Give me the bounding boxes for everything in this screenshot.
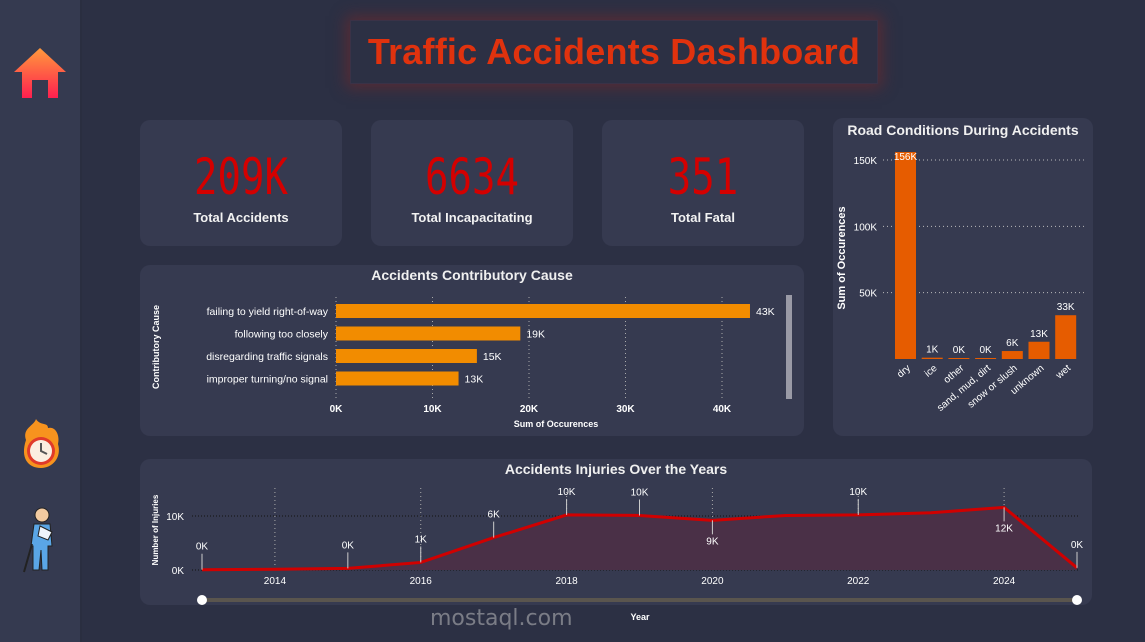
sidebar (0, 0, 82, 642)
bar (336, 371, 459, 386)
bar (921, 357, 943, 359)
y-tick-label: 150K (854, 156, 878, 167)
data-label: 15K (483, 351, 502, 363)
y-tick-label: 50K (859, 289, 877, 300)
data-label: 12K (995, 523, 1013, 534)
data-label: 9K (706, 536, 719, 547)
x-tick-label: 2020 (701, 576, 724, 587)
x-tick-label: 30K (616, 404, 635, 415)
category-label: failing to yield right-of-way (207, 306, 329, 318)
x-tick-label: 40K (713, 404, 732, 415)
category-label: improper turning/no signal (207, 374, 328, 386)
bar (1055, 315, 1077, 359)
bar (336, 304, 750, 318)
x-tick-label: 20K (520, 404, 539, 415)
year-slider-track[interactable] (202, 598, 1077, 602)
data-label: 0K (196, 542, 209, 553)
data-label: 13K (1030, 329, 1048, 340)
data-label: 156K (894, 152, 918, 163)
chart-title: Road Conditions During Accidents (847, 122, 1079, 138)
data-label: 6K (488, 510, 501, 521)
y-tick-label: 0K (172, 566, 185, 577)
data-label: 43K (756, 306, 775, 318)
page-title: Traffic Accidents Dashboard (367, 31, 861, 72)
data-label: 19K (526, 329, 545, 341)
x-tick-label: 2014 (264, 576, 287, 587)
kpi-total-fatal: 351 Total Fatal (602, 120, 804, 246)
area-fill (202, 507, 1077, 570)
kpi-total-incapacitating: 6634 Total Incapacitating (371, 120, 573, 246)
kpi-total-accidents: 209K Total Accidents (140, 120, 342, 246)
data-label: 0K (1071, 540, 1084, 551)
chart-title: Accidents Injuries Over the Years (504, 461, 728, 477)
cause-chart-card: Accidents Contributory Cause 0K 10K 20K 30K… (140, 265, 804, 436)
bar (1001, 351, 1023, 359)
watermark: mostaql.com (430, 606, 573, 631)
bar (1028, 341, 1050, 359)
kpi-label: Total Accidents (193, 210, 289, 225)
data-label: 6K (1006, 338, 1019, 349)
x-tick-label: 0K (330, 404, 344, 415)
kpi-label: Total Incapacitating (411, 210, 533, 225)
x-tick-label: 2022 (847, 576, 870, 587)
year-slider-handle[interactable] (1072, 595, 1082, 605)
bar (975, 358, 997, 359)
category-label: disregarding traffic signals (206, 351, 328, 363)
category-label: following too closely (235, 329, 329, 341)
x-tick-label: 10K (423, 404, 442, 415)
x-tick-label: 2018 (555, 576, 578, 587)
y-axis-label: Number of Injuries (151, 494, 160, 565)
x-tick-label: 2016 (410, 576, 433, 587)
road-chart-card: Road Conditions During Accidents 50K 100K… (833, 118, 1093, 436)
y-axis-label: Contributory Cause (151, 305, 161, 389)
data-label: 1K (926, 345, 939, 356)
data-label: 10K (631, 487, 649, 498)
scrollbar[interactable] (786, 295, 792, 399)
data-label: 1K (415, 534, 428, 545)
year-slider-handle[interactable] (197, 595, 207, 605)
y-axis-label: Sum of Occurences (836, 206, 848, 309)
data-label: 10K (849, 487, 867, 498)
bar (336, 349, 477, 363)
home-icon[interactable] (12, 46, 68, 100)
kpi-value: 351 (667, 148, 739, 206)
bar (895, 152, 916, 359)
data-label: 0K (342, 540, 355, 551)
kpi-value: 6634 (425, 148, 519, 206)
bar (336, 326, 521, 341)
data-label: 33K (1057, 302, 1075, 313)
x-axis-label: Sum of Occurences (514, 419, 599, 429)
y-tick-label: 100K (854, 222, 878, 233)
data-label: 10K (558, 487, 576, 498)
kpi-value: 209K (194, 148, 288, 206)
cause-chart: 0K 10K 20K 30K 40K failing to yield right-of-… (151, 297, 775, 429)
chart-title: Accidents Contributory Cause (371, 267, 573, 283)
kpi-label: Total Fatal (670, 210, 736, 225)
data-label: 0K (979, 345, 992, 356)
bar (948, 358, 970, 359)
y-tick-label: 10K (166, 512, 184, 523)
data-label: 0K (953, 345, 966, 356)
data-label: 13K (465, 374, 484, 386)
injured-person-icon[interactable] (20, 506, 60, 574)
x-axis-label: Year (630, 612, 650, 622)
burning-clock-icon[interactable] (18, 418, 64, 470)
x-tick-label: 2024 (993, 576, 1016, 587)
dashboard-title: Traffic Accidents Dashboard (350, 20, 878, 84)
